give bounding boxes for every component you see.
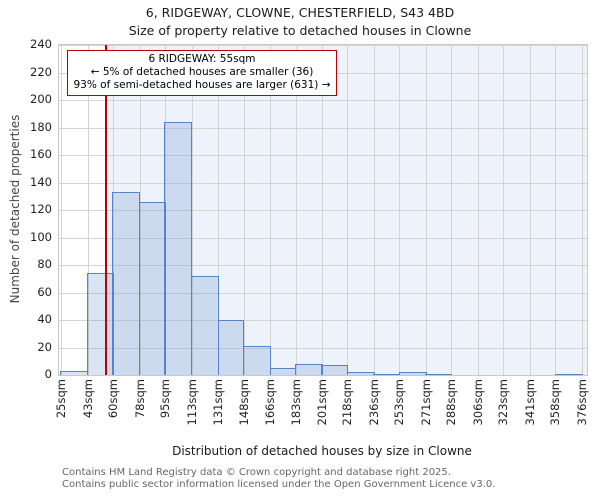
y-tick-label: 180 [30, 119, 52, 134]
histogram-bar [190, 276, 220, 375]
annotation-box: 6 RIDGEWAY: 55sqm ← 5% of detached house… [67, 50, 337, 96]
x-tick-label: 218sqm [340, 379, 355, 426]
histogram-bar [60, 370, 89, 375]
x-tick-label: 358sqm [548, 379, 563, 426]
gridline-horizontal [59, 320, 587, 321]
x-tick-label: 166sqm [263, 379, 278, 426]
x-tick-label: 60sqm [105, 379, 120, 419]
y-tick-label: 220 [30, 64, 52, 79]
x-tick-label: 25sqm [54, 379, 68, 419]
x-tick-label: 323sqm [496, 379, 511, 426]
histogram-bar [321, 365, 349, 375]
histogram-bar [164, 122, 193, 375]
chart-title: 6, RIDGEWAY, CLOWNE, CHESTERFIELD, S43 4… [145, 5, 455, 20]
x-tick-label: 131sqm [211, 379, 226, 426]
annotation-line3: 93% of semi-detached houses are larger (… [73, 79, 331, 91]
y-tick-label: 60 [37, 284, 52, 299]
histogram-bar [425, 373, 453, 375]
chart-subtitle: Size of property relative to detached ho… [128, 23, 472, 38]
gridline-horizontal [59, 292, 587, 294]
y-tick-label: 140 [30, 174, 52, 189]
property-size-marker-line [104, 45, 107, 375]
histogram-bar [138, 201, 166, 375]
gridline-horizontal [59, 127, 587, 129]
x-tick-label: 95sqm [157, 379, 172, 419]
x-tick-label: 253sqm [392, 379, 407, 426]
histogram-bar [346, 372, 375, 375]
y-tick-label: 120 [30, 202, 52, 216]
gridline-horizontal [59, 265, 587, 266]
y-tick-label: 40 [37, 312, 52, 326]
x-tick-label: 183sqm [288, 379, 303, 426]
x-tick-label: 376sqm [575, 379, 589, 426]
gridline-horizontal [59, 100, 587, 101]
gridline-horizontal [59, 210, 587, 211]
x-tick-label: 271sqm [419, 379, 434, 426]
gridline-horizontal [59, 182, 587, 184]
gridline-horizontal [59, 237, 587, 239]
y-tick-label: 100 [30, 229, 52, 244]
footer-line2: Contains public sector information licen… [62, 478, 496, 490]
y-tick-label: 200 [30, 92, 52, 106]
annotation-line2: ← 5% of detached houses are smaller (36) [90, 66, 314, 78]
histogram-bar [373, 373, 401, 375]
gridline-horizontal [59, 347, 587, 349]
x-axis-title: Distribution of detached houses by size … [172, 444, 472, 458]
y-tick-label: 240 [30, 37, 52, 51]
x-tick-label: 78sqm [132, 379, 147, 419]
x-tick-label: 236sqm [367, 379, 382, 426]
y-tick-label: 20 [37, 339, 52, 354]
x-tick-label: 288sqm [444, 379, 459, 426]
gridline-horizontal [59, 155, 587, 156]
x-tick-label: 113sqm [184, 379, 199, 426]
y-tick-label: 160 [30, 147, 52, 161]
histogram-bar [398, 372, 427, 375]
histogram-bar [269, 368, 297, 375]
x-tick-label: 341sqm [523, 379, 538, 426]
x-tick-label: 43sqm [80, 379, 95, 419]
histogram-bar [294, 364, 323, 375]
plot-area: 6 RIDGEWAY: 55sqm ← 5% of detached house… [58, 44, 588, 376]
footer-line1: Contains HM Land Registry data © Crown c… [62, 467, 451, 478]
x-tick-label: 201sqm [315, 379, 330, 426]
histogram-bar [554, 373, 583, 375]
annotation-line1: 6 RIDGEWAY: 55sqm [148, 53, 256, 65]
footer: Contains HM Land Registry data © Crown c… [62, 467, 495, 490]
histogram-bar [242, 346, 272, 375]
y-tick-label: 0 [44, 367, 52, 381]
x-tick-label: 148sqm [236, 379, 251, 426]
y-tick-label: 80 [37, 257, 52, 271]
x-tick-label: 306sqm [471, 379, 486, 426]
histogram-bar [112, 192, 141, 375]
histogram-bar [86, 273, 114, 375]
histogram-bar [217, 320, 245, 375]
gridline-horizontal [59, 45, 587, 46]
